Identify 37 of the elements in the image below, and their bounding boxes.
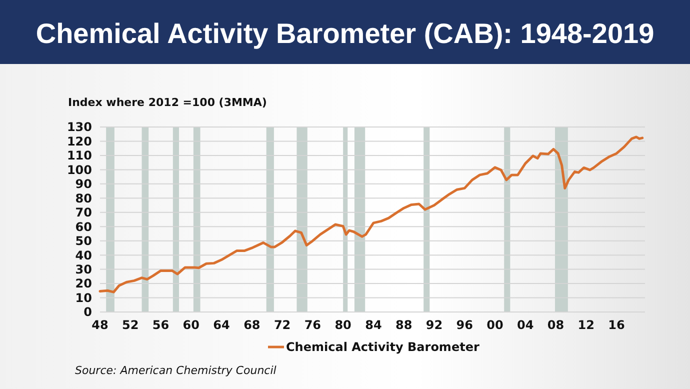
y-axis-title: Index where 2012 =100 (3MMA) [68,96,267,109]
x-tick-label: 76 [304,318,322,332]
x-tick-label: 64 [213,318,230,332]
x-tick-label: 88 [395,318,412,332]
y-tick-label: 10 [75,290,92,305]
source-note: Source: American Chemistry Council [75,364,276,377]
chart-title: Chemical Activity Barometer (CAB): 1948-2019 [36,18,654,49]
x-tick-label: 56 [152,318,170,332]
y-tick-label: 20 [75,276,92,291]
x-tick-label: 68 [244,318,260,332]
x-tick-label: 60 [182,318,200,332]
y-tick-label: 60 [75,220,92,234]
legend-label: Chemical Activity Barometer [286,340,480,354]
y-tick-label: 130 [66,120,92,134]
y-tick-label: 90 [75,177,92,192]
x-tick-label: 96 [456,318,473,332]
x-tick-label: 08 [547,318,564,332]
y-tick-label: 40 [75,248,92,262]
x-tick-label: 72 [274,318,291,332]
y-tick-label: 30 [75,262,92,277]
y-tick-label: 0 [84,305,92,320]
x-tick-label: 48 [92,318,108,332]
x-tick-label: 84 [365,318,382,332]
x-tick-label: 92 [426,318,443,332]
x-tick-label: 80 [334,318,352,332]
y-tick-label: 110 [66,148,92,163]
x-tick-label: 04 [517,318,534,332]
y-tick-label: 70 [75,206,92,220]
y-tick-label: 100 [66,162,92,177]
x-tick-label: 52 [122,318,139,332]
y-tick-label: 120 [66,134,92,148]
y-tick-label: 50 [75,234,92,248]
line-series [98,136,644,294]
x-tick-label: 00 [486,318,504,332]
x-tick-label: 12 [578,318,594,332]
y-tick-label: 80 [75,191,92,206]
x-tick-label: 16 [608,318,625,332]
